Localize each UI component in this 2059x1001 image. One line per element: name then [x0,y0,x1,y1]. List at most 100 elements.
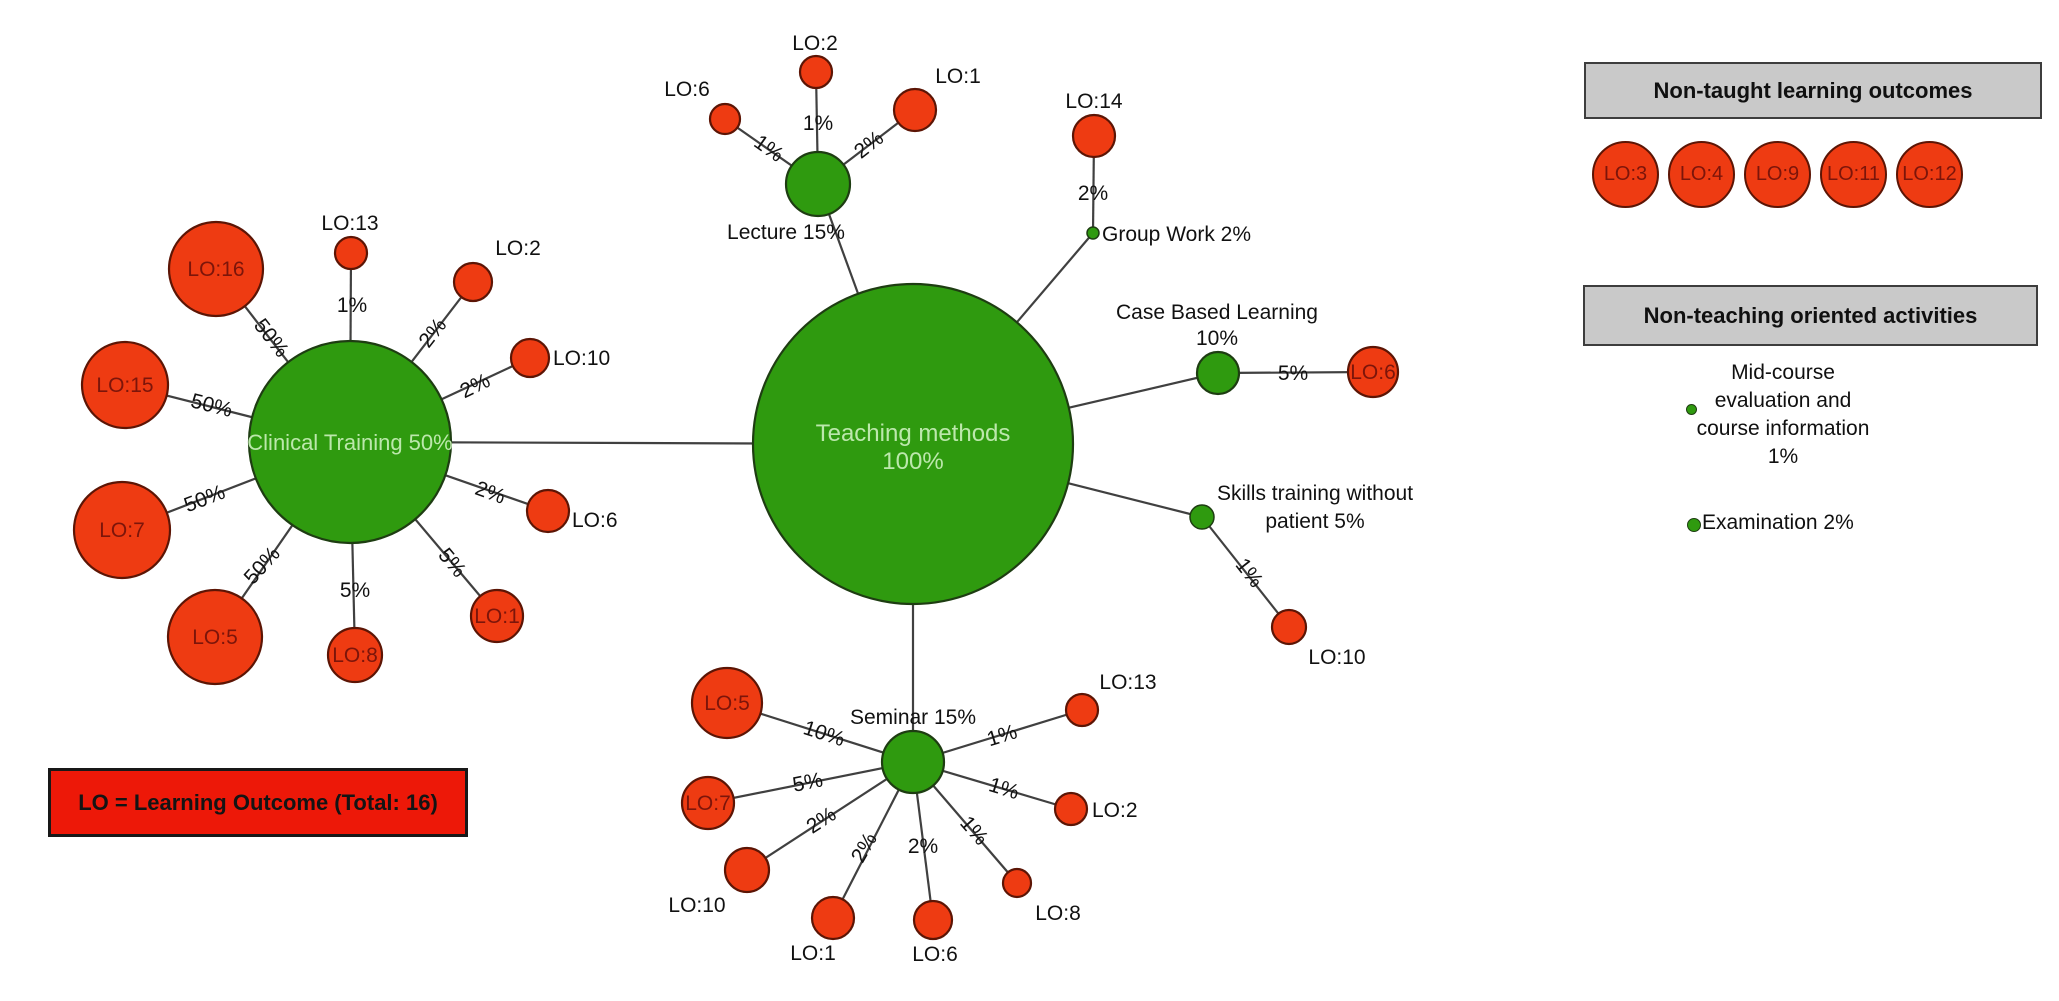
midcourse-dot-icon [1686,404,1697,415]
edge-label-cbl-cb6: 5% [1278,362,1308,385]
node-label-cbl-1: 10% [1196,327,1238,350]
node-label-c13: LO:13 [321,212,378,235]
edge-label-clinical-c5: 50% [240,542,285,589]
edge-seminar-s7 [707,760,914,805]
node-groupwork [1086,226,1100,240]
examination-dot-icon [1687,518,1701,532]
edge-label-clinical-c2: 2% [414,314,451,352]
node-c16 [167,220,265,318]
node-label-s10: LO:10 [668,894,725,917]
lo-key-box: LO = Learning Outcome (Total: 16) [48,768,468,837]
node-label-teaching-1: 100% [882,448,943,475]
node-s7 [680,775,736,831]
node-c5 [166,588,264,686]
node-label-skills-1: patient 5% [1265,510,1364,533]
node-seminar [880,729,946,795]
node-label-c5: LO:5 [192,626,238,649]
edge-label-groupwork-g14: 2% [1078,182,1108,205]
edge-label-seminar-s6: 2% [908,835,938,858]
node-label-s5: LO:5 [704,692,750,715]
node-c10 [509,337,551,379]
node-c8 [326,626,384,684]
edge-label-seminar-s2: 1% [986,773,1022,804]
non-teaching-activities-header: Non-teaching oriented activities [1583,285,2038,346]
edge-skills-sk10 [1201,516,1290,628]
legend-outcome-circle: LO:4 [1668,141,1735,208]
edge-label-clinical-c1: 5% [433,544,470,582]
edge-label-clinical-c15: 50% [188,389,234,421]
examination-label: Examination 2% [1702,511,1854,534]
legend-outcome-circle: LO:12 [1896,141,1963,208]
node-label-c15: LO:15 [96,374,153,397]
node-c6 [525,488,571,534]
node-g14 [1071,113,1117,159]
edge-label-seminar-s13: 1% [984,720,1020,751]
node-label-s6: LO:6 [912,943,958,966]
legend-outcome-circle: LO:3 [1592,141,1659,208]
edge-label-lecture-l2: 1% [803,112,833,135]
node-label-c16: LO:16 [187,258,244,281]
midcourse-evaluation-label: Mid-course evaluation and course informati… [1660,359,1906,471]
node-teaching [751,282,1075,606]
node-label-c8: LO:8 [332,644,378,667]
node-label-s8: LO:8 [1035,902,1081,925]
node-c7 [72,480,172,580]
edge-label-clinical-c13: 1% [337,294,367,317]
node-s6 [912,899,954,941]
node-s1 [810,895,856,941]
midcourse-line: evaluation and [1714,389,1852,412]
node-label-c10: LO:10 [553,347,610,370]
node-s10 [723,846,771,894]
node-s2 [1053,791,1089,827]
midcourse-line: 1% [1767,445,1799,468]
non-taught-outcomes-list: LO:3 LO:4 LO:9 LO:11 LO:12 [1592,141,1963,208]
node-l1 [892,87,938,133]
node-label-c2: LO:2 [495,237,541,260]
node-s8 [1001,867,1033,899]
node-c15 [80,340,170,430]
node-c1 [469,588,525,644]
node-cbl [1195,350,1241,396]
node-skills [1189,504,1215,530]
node-label-s1: LO:1 [790,942,836,965]
node-label-clinical: Clinical Training 50% [247,430,452,455]
non-taught-outcomes-header: Non-taught learning outcomes [1584,62,2042,119]
edge-label-seminar-s10: 2% [802,803,840,839]
legend-outcome-circle: LO:9 [1744,141,1811,208]
node-c13 [333,235,369,271]
node-label-sk10: LO:10 [1308,646,1365,669]
node-label-s7: LO:7 [685,792,731,815]
edge-seminar-s10 [746,761,914,871]
node-label-l2: LO:2 [792,32,838,55]
node-l6 [708,102,742,136]
node-label-l6: LO:6 [664,78,710,101]
midcourse-line: Mid-course [1731,361,1835,384]
node-label-c6: LO:6 [572,509,618,532]
edge-label-lecture-l6: 1% [750,131,788,167]
edge-label-clinical-c8: 5% [340,579,370,602]
node-c2 [452,261,494,303]
node-label-skills-0: Skills training without [1217,482,1413,505]
edge-label-clinical-c10: 2% [456,369,493,403]
midcourse-line: course information [1696,417,1870,440]
node-clinical [247,339,453,545]
node-label-cbl-0: Case Based Learning [1116,301,1318,324]
edge-label-seminar-s5: 10% [800,716,847,751]
node-s5 [690,666,764,740]
node-label-teaching-0: Teaching methods [816,420,1011,447]
node-label-seminar: Seminar 15% [850,706,976,729]
edge-label-clinical-c6: 2% [472,477,508,509]
legend-outcome-circle: LO:11 [1820,141,1887,208]
node-label-groupwork: Group Work 2% [1102,223,1251,246]
edge-label-clinical-c7: 50% [181,481,228,518]
node-label-lecture: Lecture 15% [727,221,845,244]
node-label-s2: LO:2 [1092,799,1138,822]
node-sk10 [1270,608,1308,646]
edge-label-seminar-s7: 5% [791,768,825,796]
node-l2 [798,54,834,90]
node-label-c1: LO:1 [474,605,520,628]
node-label-g14: LO:14 [1065,90,1123,113]
node-label-cb6: LO:6 [1350,361,1396,384]
